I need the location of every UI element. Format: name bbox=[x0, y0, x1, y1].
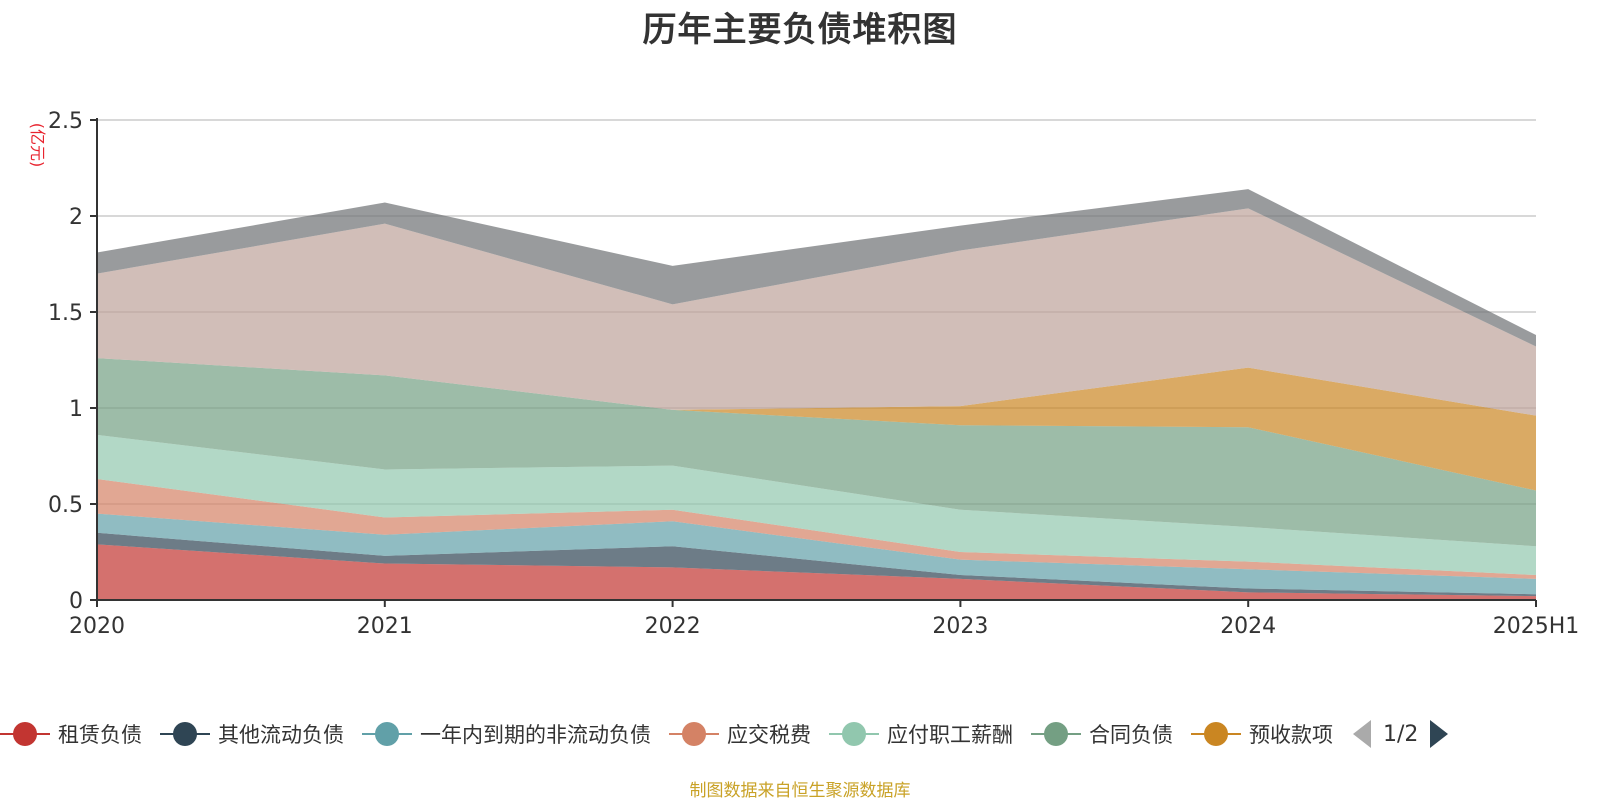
x-tick-label: 2022 bbox=[645, 614, 701, 639]
legend-label: 应付职工薪酬 bbox=[887, 723, 1013, 747]
legend-item[interactable]: 合同负债 bbox=[1031, 719, 1173, 749]
legend-item[interactable]: 其他流动负债 bbox=[160, 719, 344, 749]
area-series-series-8[interactable] bbox=[97, 189, 1536, 347]
stacked-area-chart: 0 0.5 1 1.5 2 2.5 2020 2021 2022 2023 2024 2025H1 (… bbox=[28, 109, 1579, 639]
legend-swatch-icon bbox=[362, 722, 412, 746]
y-tick-label: 1 bbox=[69, 397, 83, 422]
legend-item[interactable]: 预收款项 bbox=[1191, 719, 1333, 749]
x-tick-label: 2020 bbox=[69, 614, 125, 639]
legend-swatch-icon bbox=[669, 722, 719, 746]
pager-text: 1/2 bbox=[1383, 721, 1419, 747]
legend-pager: 1/2 bbox=[1353, 720, 1449, 748]
legend-swatch-icon bbox=[829, 722, 879, 746]
legend-label: 一年内到期的非流动负债 bbox=[420, 723, 651, 747]
area-series-应付职工薪酬[interactable] bbox=[97, 434, 1536, 576]
area-series-series-7[interactable] bbox=[97, 208, 1536, 416]
legend-items: 租赁负债 其他流动负债 一年内到期的非流动负债 应交税费 应付职工薪酬 合同负债 预收款项 bbox=[0, 719, 1351, 749]
area-series-合同负债[interactable] bbox=[97, 358, 1536, 547]
y-tick-label: 1.5 bbox=[48, 301, 83, 326]
legend-swatch-icon bbox=[1191, 722, 1241, 746]
y-tick-label: 2 bbox=[69, 205, 83, 230]
legend-label: 应交税费 bbox=[727, 723, 811, 747]
legend-item[interactable]: 一年内到期的非流动负债 bbox=[362, 719, 651, 749]
legend-item[interactable]: 应交税费 bbox=[669, 719, 811, 749]
area-series-租赁负债[interactable] bbox=[97, 544, 1536, 600]
y-tick-label: 0 bbox=[69, 589, 83, 614]
area-series-预收款项[interactable] bbox=[97, 358, 1536, 491]
legend: 租赁负债 其他流动负债 一年内到期的非流动负债 应交税费 应付职工薪酬 合同负债 预收款项 … bbox=[0, 712, 1600, 756]
legend-swatch-icon bbox=[160, 722, 210, 746]
legend-swatch-icon bbox=[1031, 722, 1081, 746]
area-series bbox=[97, 189, 1536, 600]
legend-label: 合同负债 bbox=[1089, 723, 1173, 747]
source-note: 制图数据来自恒生聚源数据库 bbox=[689, 781, 911, 801]
chart-title: 历年主要负债堆积图 bbox=[642, 10, 958, 50]
legend-label: 其他流动负债 bbox=[218, 723, 344, 747]
legend-item[interactable]: 应付职工薪酬 bbox=[829, 719, 1013, 749]
y-axis-unit-label: (亿元) bbox=[28, 123, 47, 168]
area-series-应交税费[interactable] bbox=[97, 479, 1536, 579]
legend-item[interactable]: 租赁负债 bbox=[0, 719, 142, 749]
area-series-其他流动负债[interactable] bbox=[97, 532, 1536, 597]
area-series-一年内到期的非流动负债[interactable] bbox=[97, 513, 1536, 595]
legend-swatch-icon bbox=[0, 722, 50, 746]
y-tick-label: 2.5 bbox=[48, 109, 83, 134]
x-tick-label: 2023 bbox=[932, 614, 988, 639]
x-tick-label: 2025H1 bbox=[1493, 614, 1580, 639]
x-tick-label: 2024 bbox=[1220, 614, 1276, 639]
legend-label: 租赁负债 bbox=[58, 723, 142, 747]
legend-label: 预收款项 bbox=[1249, 723, 1333, 747]
pager-prev-icon[interactable] bbox=[1353, 720, 1371, 748]
axes: 0 0.5 1 1.5 2 2.5 2020 2021 2022 2023 2024 2025H1 bbox=[48, 109, 1579, 639]
y-tick-label: 0.5 bbox=[48, 493, 83, 518]
pager-next-icon[interactable] bbox=[1430, 720, 1449, 748]
x-tick-label: 2021 bbox=[357, 614, 413, 639]
